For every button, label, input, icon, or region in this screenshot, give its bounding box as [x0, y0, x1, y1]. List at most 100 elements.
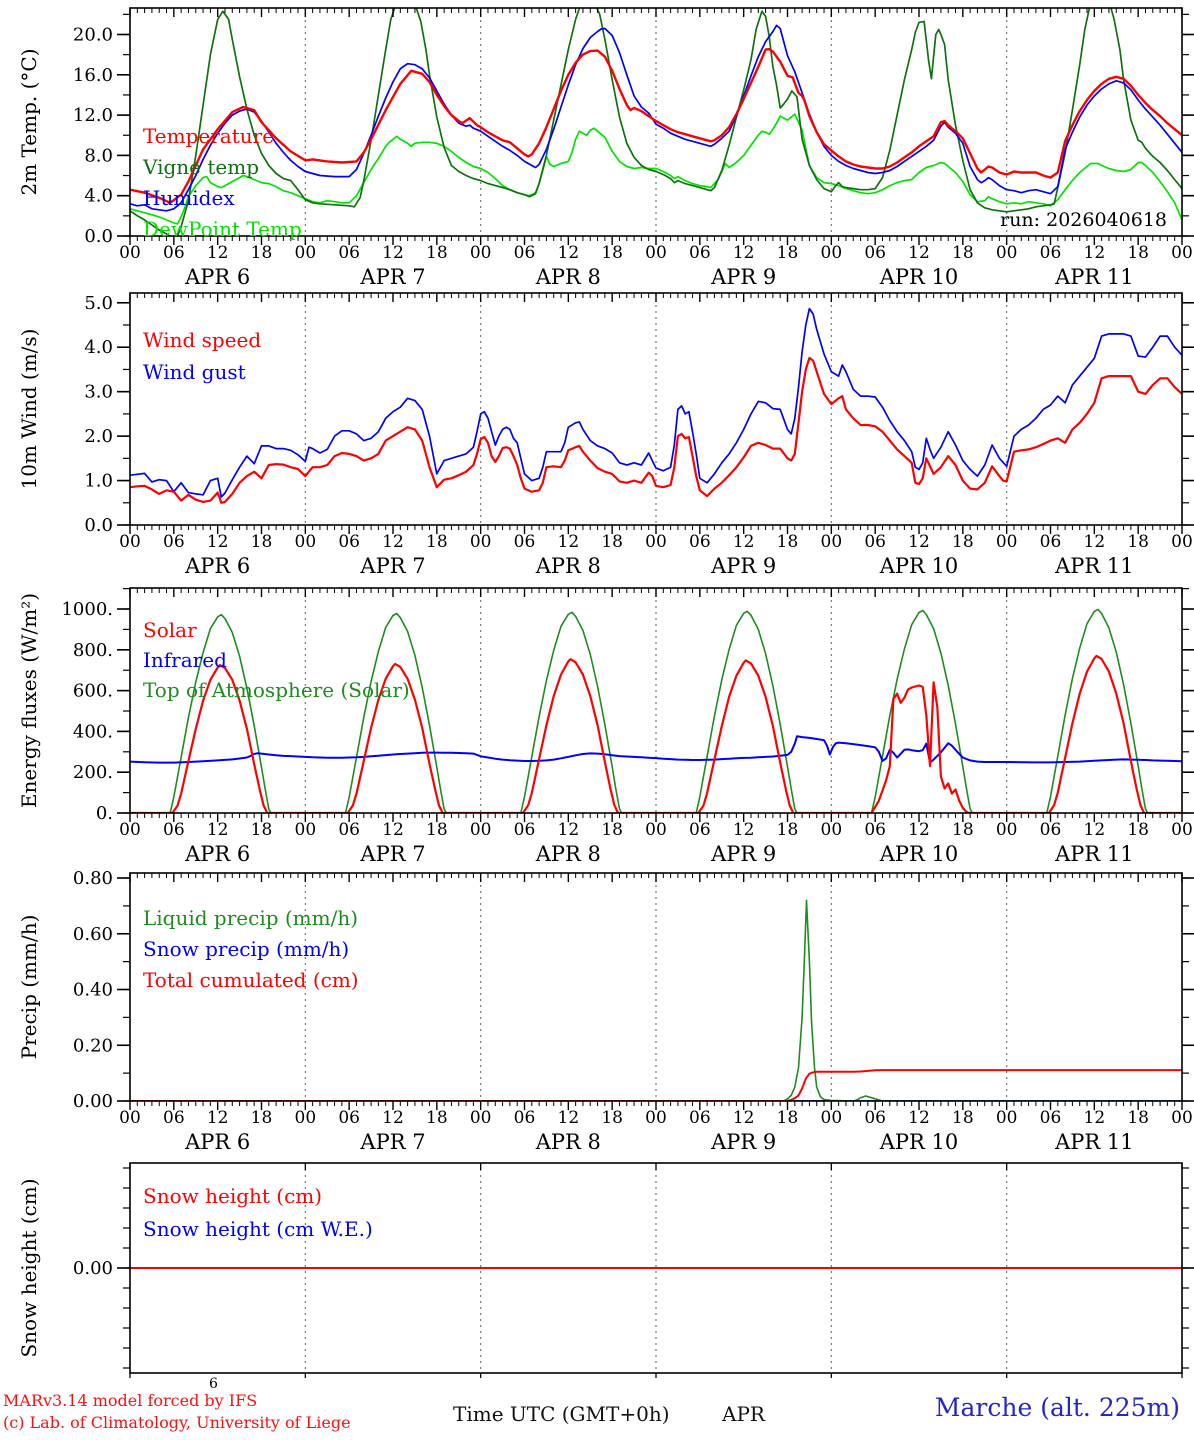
hour-label: 18	[777, 532, 799, 552]
footer-model-line: MARv3.14 model forced by IFS	[3, 1391, 258, 1410]
hour-label: 00	[996, 1108, 1018, 1128]
day-label: APR 11	[1054, 265, 1134, 289]
hour-label: 12	[558, 1108, 580, 1128]
y-tick-label: 3.0	[84, 382, 113, 403]
hour-label: 00	[119, 820, 141, 840]
y-tick-label: 16.0	[73, 65, 113, 86]
hour-label: 00	[645, 243, 667, 263]
series-total-cumulated	[130, 1069, 1182, 1101]
hour-label: 00	[821, 532, 843, 552]
y-tick-label: 0.0	[84, 226, 113, 247]
y-axis-title: Energy fluxes (W/m²)	[17, 593, 41, 808]
series-top-of-atmosphere	[130, 608, 1182, 813]
hour-label: 12	[558, 820, 580, 840]
y-tick-label: 4.0	[84, 337, 113, 358]
day-label: APR 10	[879, 554, 959, 578]
day-label: APR 6	[184, 1130, 250, 1154]
series-wind-speed	[130, 356, 1182, 504]
hour-label: 00	[996, 820, 1018, 840]
hour-label: 06	[514, 532, 536, 552]
series-vigne-temp	[130, 8, 1182, 236]
hour-label: 06	[689, 532, 711, 552]
hour-label: 12	[733, 243, 755, 263]
hour-label: 18	[251, 532, 273, 552]
legend-snow-height-we: Snow height (cm W.E.)	[143, 1217, 373, 1241]
hour-label: 00	[295, 532, 317, 552]
hour-label: 12	[1084, 532, 1106, 552]
legend-vigne-temp: Vigne temp	[142, 155, 259, 179]
y-tick-label: 0.0	[84, 515, 113, 536]
y-axis-title: 2m Temp. (°C)	[17, 48, 41, 195]
hour-label: 12	[382, 243, 404, 263]
hour-label: 18	[952, 532, 974, 552]
y-tick-label: 8.0	[84, 145, 113, 166]
panel-energy: 0. 200. 400. 600. 800. 1000. 00 06 12 18 00 06 12 18 0…	[17, 587, 1194, 866]
series-temperature	[130, 47, 1182, 205]
legend-dewpoint-temp: DewPoint Temp	[143, 217, 302, 241]
hour-label: 18	[426, 1108, 448, 1128]
panel-wind: 0.0 1.0 2.0 3.0 4.0 5.0 00 06 12 18 00 06 12 18 00 06 12…	[17, 292, 1194, 578]
hour-label: 06	[864, 532, 886, 552]
series-wind-gust	[130, 307, 1182, 498]
day-label: APR 6	[184, 265, 250, 289]
hour-label: 00	[645, 1108, 667, 1128]
legend-wind-gust: Wind gust	[143, 360, 246, 384]
hour-label: 12	[382, 820, 404, 840]
hour-label: 18	[952, 820, 974, 840]
hour-label: 06	[163, 1108, 185, 1128]
hour-label: 18	[251, 1108, 273, 1128]
hour-label: 06	[689, 820, 711, 840]
series-solar	[130, 654, 1182, 813]
hour-label: 18	[777, 1108, 799, 1128]
day-label: APR 11	[1054, 842, 1134, 866]
hour-label: 18	[426, 243, 448, 263]
panel-precip: 0.00 0.20 0.40 0.60 0.80 00 06 12 18 00 06 12 18 00 06…	[17, 868, 1194, 1154]
hour-label: 18	[601, 820, 623, 840]
hour-label: 18	[601, 243, 623, 263]
y-tick-label: 2.0	[84, 426, 113, 447]
footer-station-label: Marche (alt. 225m)	[934, 1393, 1180, 1422]
hour-label: 06	[163, 243, 185, 263]
hour-label: 06	[514, 243, 536, 263]
hour-label: 12	[733, 1108, 755, 1128]
hour-label: 00	[645, 532, 667, 552]
day-label: APR 11	[1054, 554, 1134, 578]
y-tick-label: 600.	[73, 681, 113, 702]
hour-label: 06	[514, 1108, 536, 1128]
legend-humidex: Humidex	[143, 186, 235, 210]
hour-label: 18	[952, 1108, 974, 1128]
y-axis-title: Precip (mm/h)	[17, 915, 41, 1060]
hour-label: 00	[470, 532, 492, 552]
y-tick-label: 800.	[73, 640, 113, 661]
y-axis-title: 10m Wind (m/s)	[17, 329, 41, 490]
hour-label: 18	[426, 532, 448, 552]
hour-label: 12	[1084, 820, 1106, 840]
hour-label: 06	[338, 532, 360, 552]
day-label: APR 9	[710, 554, 776, 578]
legend-snow-height: Snow height (cm)	[143, 1184, 322, 1208]
hour-label: 12	[207, 1108, 229, 1128]
hour-label: 06	[1040, 820, 1062, 840]
hour-label: 00	[1171, 820, 1193, 840]
hour-label: 06	[864, 1108, 886, 1128]
hour-label: 06	[338, 820, 360, 840]
y-tick-label: 0.60	[73, 924, 113, 945]
hour-label: 12	[207, 532, 229, 552]
hour-label: 18	[601, 1108, 623, 1128]
meteogram-chart: 0.04.08.012.016.020.000 06 12 18 00 06 12 18 00 0…	[17, 7, 1194, 1378]
hour-label: 00	[821, 1108, 843, 1128]
series-liquid-precip	[130, 899, 1182, 1101]
footer-time-axis-label: Time UTC (GMT+0h)	[453, 1402, 670, 1426]
y-tick-label: 0.00	[73, 1258, 113, 1279]
hour-label: 12	[733, 532, 755, 552]
hour-label: 00	[645, 820, 667, 840]
hour-label: 06	[1040, 243, 1062, 263]
hour-label: 12	[207, 243, 229, 263]
series-infrared	[130, 735, 1182, 764]
hour-label: 12	[908, 1108, 930, 1128]
y-tick-label: 0.80	[73, 868, 113, 889]
hour-label: 18	[1127, 243, 1149, 263]
day-label: APR 6	[184, 554, 250, 578]
y-tick-label: 400.	[73, 721, 113, 742]
legend-solar: Solar	[143, 618, 197, 642]
